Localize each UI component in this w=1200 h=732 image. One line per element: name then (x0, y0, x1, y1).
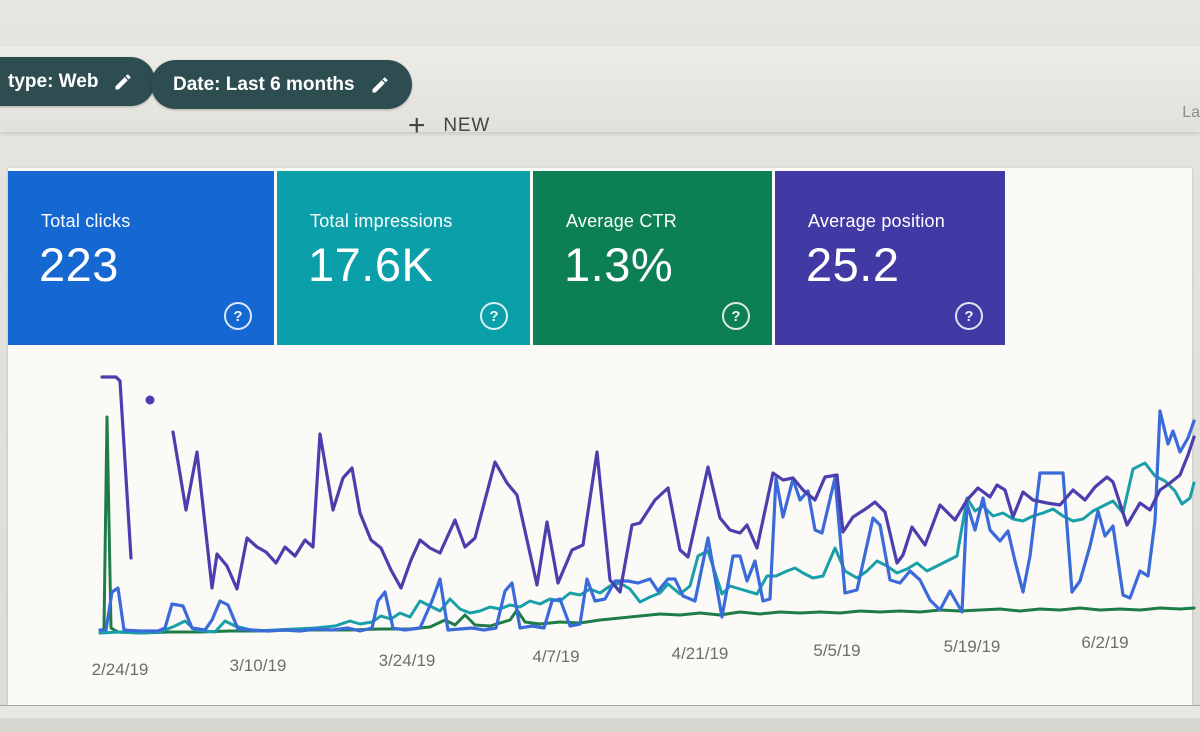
pencil-icon (115, 73, 131, 89)
metric-card-value: 1.3% (564, 238, 674, 291)
metric-card-total-impressions[interactable]: Total impressions 17.6K ? (277, 171, 530, 345)
performance-panel: Total clicks 223 ? Total impressions 17.… (8, 168, 1192, 705)
filter-bar: type: Web Date: Last 6 months + NEW La (0, 46, 1200, 141)
new-filter-button[interactable]: + NEW (402, 109, 496, 142)
series-line-impressions (171, 430, 1196, 594)
help-icon[interactable]: ? (480, 302, 508, 330)
filter-chip-search-type[interactable]: type: Web (0, 57, 156, 106)
metric-card-label: Average CTR (566, 211, 677, 231)
x-axis-tick-label: 3/24/19 (378, 651, 436, 670)
metric-card-average-position[interactable]: Average position 25.2 ? (775, 171, 1005, 345)
metric-card-value: 17.6K (308, 238, 434, 291)
metric-card-label: Total impressions (310, 211, 453, 231)
help-glyph: ? (233, 307, 243, 325)
x-axis-tick-label: 5/19/19 (943, 637, 1001, 656)
x-axis-tick-label: 2/24/19 (91, 660, 149, 679)
series-point-impressions (145, 395, 155, 405)
x-axis-tick-label: 6/2/19 (1081, 633, 1129, 652)
x-axis-tick-label: 5/5/19 (813, 641, 861, 660)
new-filter-label: NEW (443, 115, 491, 136)
series-line-position (98, 415, 1196, 635)
help-icon[interactable]: ? (955, 302, 983, 330)
help-glyph: ? (964, 307, 974, 325)
plus-icon: + (408, 109, 427, 142)
metric-card-value: 223 (39, 238, 119, 291)
help-icon[interactable]: ? (722, 302, 750, 330)
screen-bezel-area (0, 718, 1200, 732)
help-icon[interactable]: ? (224, 302, 252, 330)
performance-chart[interactable] (55, 370, 1200, 648)
metric-card-value: 25.2 (806, 238, 900, 291)
filter-chip-label: type: Web (8, 70, 99, 92)
last-updated-partial-text: La (1182, 104, 1200, 121)
page-bottom-edge (0, 705, 1200, 719)
help-glyph: ? (489, 307, 499, 325)
metric-card-average-ctr[interactable]: Average CTR 1.3% ? (533, 171, 772, 345)
x-axis-tick-label: 3/10/19 (229, 656, 287, 675)
series-line-clicks (98, 409, 1196, 633)
pencil-icon (372, 76, 388, 92)
filter-chip-date-range[interactable]: Date: Last 6 months (151, 60, 412, 109)
x-axis-tick-label: 4/7/19 (532, 647, 580, 666)
help-glyph: ? (731, 307, 741, 325)
series-line-impressions (100, 375, 133, 560)
filter-chip-label: Date: Last 6 months (173, 73, 355, 95)
x-axis-tick-label: 4/21/19 (671, 644, 729, 663)
metric-card-label: Total clicks (41, 211, 131, 231)
metric-card-label: Average position (808, 211, 945, 231)
metric-card-total-clicks[interactable]: Total clicks 223 ? (8, 171, 274, 345)
